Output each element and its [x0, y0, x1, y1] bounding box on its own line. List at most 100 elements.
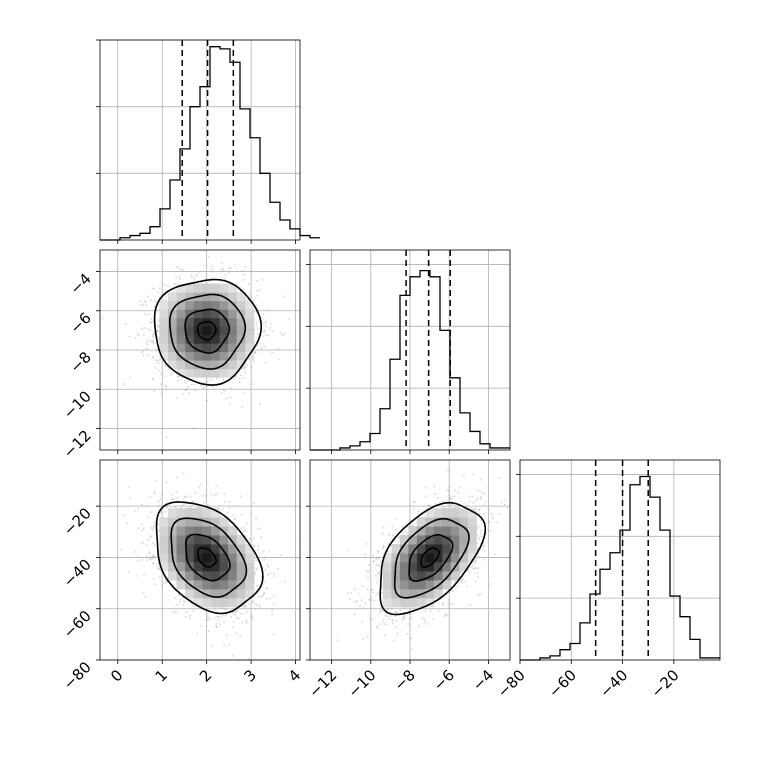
density-cell: [202, 283, 212, 293]
scatter-point: [246, 364, 249, 367]
scatter-point: [263, 330, 265, 333]
scatter-point: [268, 550, 271, 553]
density-cell: [193, 360, 203, 370]
scatter-point: [155, 359, 158, 362]
scatter-point: [213, 494, 216, 497]
density-cell: [228, 526, 238, 536]
scatter-point: [142, 303, 145, 306]
scatter-point: [158, 287, 161, 290]
density-cell: [168, 351, 178, 361]
density-cell: [168, 535, 178, 545]
scatter-point: [493, 553, 496, 556]
density-cell: [185, 544, 195, 554]
scatter-point: [196, 273, 198, 276]
scatter-point: [378, 565, 381, 568]
density-cell: [228, 535, 238, 545]
scatter-point: [266, 574, 269, 577]
scatter-point: [153, 342, 155, 345]
density-cell: [176, 309, 186, 319]
scatter-point: [170, 498, 173, 501]
scatter-point: [146, 295, 149, 298]
scatter-point: [152, 557, 154, 560]
scatter-point: [233, 611, 236, 614]
scatter-point: [272, 602, 275, 605]
scatter-point: [134, 336, 137, 339]
scatter-point: [474, 499, 477, 502]
scatter-point: [173, 289, 176, 291]
scatter-point: [263, 345, 266, 348]
scatter-point: [248, 293, 251, 296]
scatter-point: [149, 299, 152, 302]
histogram-panel-2: [516, 459, 721, 664]
scatter-point: [141, 529, 144, 532]
scatter-point: [229, 267, 232, 269]
scatter-point: [202, 385, 205, 388]
scatter-point: [148, 313, 151, 316]
scatter-point: [480, 529, 482, 532]
density-cell: [211, 526, 221, 536]
scatter-point: [213, 608, 216, 611]
scatter-point: [453, 489, 456, 492]
scatter-point: [447, 469, 449, 472]
scatter-point: [203, 501, 205, 504]
scatter-point: [228, 500, 231, 503]
density-cell: [211, 283, 221, 293]
scatter-point: [434, 493, 437, 496]
scatter-point: [255, 321, 258, 324]
scatter-point: [189, 495, 192, 498]
scatter-point: [221, 614, 224, 617]
scatter-point: [190, 383, 192, 386]
density-cell: [159, 300, 169, 310]
density-cell: [211, 292, 221, 302]
density-cell: [219, 552, 229, 563]
scatter-point: [150, 317, 153, 320]
density-cell: [159, 561, 169, 572]
density-cell: [193, 309, 203, 319]
scatter-point: [468, 500, 471, 503]
scatter-point: [202, 264, 205, 267]
scatter-point: [255, 324, 258, 327]
density-cell: [159, 351, 169, 361]
scatter-point: [147, 516, 150, 519]
scatter-point: [252, 537, 255, 540]
density-cell: [193, 334, 203, 344]
scatter-point: [259, 527, 262, 530]
scatter-point: [152, 288, 155, 291]
scatter-point: [184, 388, 187, 391]
scatter-point: [256, 290, 259, 293]
scatter-point: [483, 492, 486, 495]
scatter-point: [155, 350, 158, 353]
scatter-point: [163, 284, 165, 287]
scatter-point: [147, 551, 150, 554]
scatter-point: [480, 535, 483, 538]
density-cell: [219, 579, 229, 590]
scatter-point: [145, 544, 148, 547]
scatter-point: [376, 564, 379, 567]
scatter-point: [468, 495, 471, 498]
scatter-point: [151, 356, 154, 359]
scatter-point: [223, 620, 225, 623]
scatter-point: [165, 388, 168, 391]
scatter-point: [141, 503, 143, 506]
scatter-point: [376, 551, 379, 553]
scatter-point: [372, 560, 375, 563]
scatter-point: [171, 493, 174, 496]
scatter-point: [232, 654, 235, 657]
scatter-point: [160, 391, 163, 394]
scatter-point: [225, 608, 228, 611]
scatter-point: [376, 581, 379, 584]
scatter-point: [182, 503, 185, 506]
density-cell: [228, 317, 238, 327]
scatter-point: [136, 559, 139, 562]
scatter-point: [176, 496, 179, 499]
scatter-point: [263, 322, 266, 325]
scatter-point: [185, 495, 187, 498]
scatter-point: [248, 538, 251, 541]
scatter-point: [195, 275, 198, 278]
density-cell: [159, 334, 169, 344]
panel-content: [101, 256, 291, 439]
scatter-point: [225, 633, 228, 636]
scatter-point: [382, 546, 385, 549]
scatter-point: [207, 504, 209, 507]
density-cell: [168, 317, 178, 327]
